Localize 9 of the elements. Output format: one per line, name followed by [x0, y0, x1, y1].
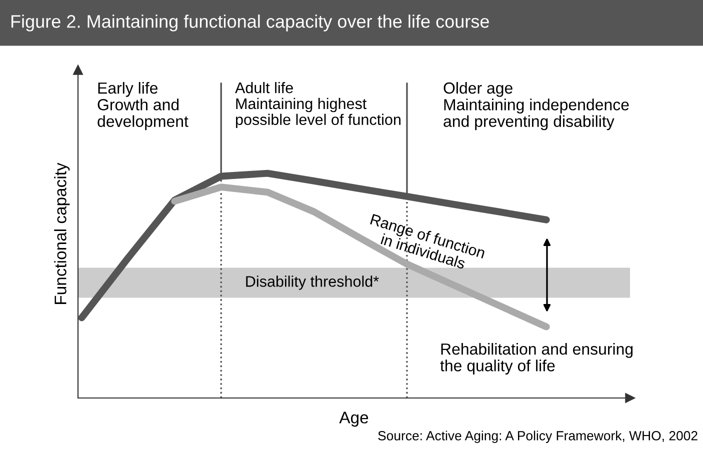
- annotation: Rehabilitation and ensuring the quality of life: [440, 343, 633, 375]
- band-label: Disability threshold*: [246, 276, 379, 290]
- text: Older age Maintaining independence and preventing disability: [444, 82, 629, 130]
- text: Adult life Maintaining highest possible level of function: [235, 82, 400, 128]
- y-axis-title: Functional capacity: [54, 162, 70, 304]
- text: Early life Growth and development: [98, 82, 188, 130]
- source-note: Source: Active Aging: A Policy Framework, WHO, 2002: [378, 430, 698, 443]
- x-axis-title: Age: [339, 412, 368, 427]
- chart-title: Figure 2. Maintaining functional capacity over the life course: [11, 14, 489, 32]
